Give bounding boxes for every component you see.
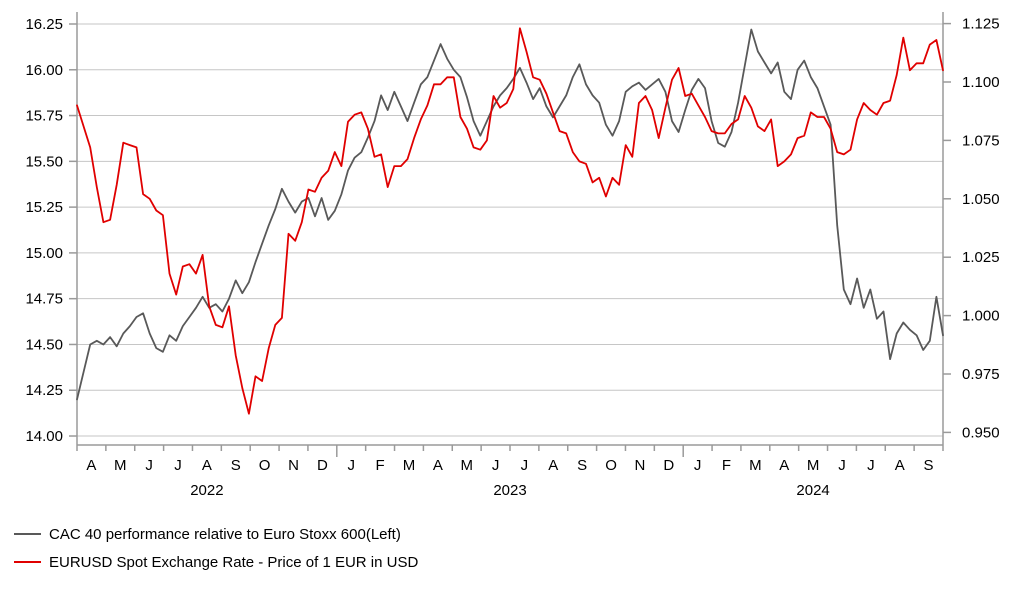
x-axis-month-label: S (577, 457, 587, 474)
x-axis-month-label: A (433, 457, 443, 474)
left-axis-tick-label: 16.00 (25, 62, 63, 79)
x-axis-year-label: 2023 (493, 482, 526, 499)
legend-gray-line-icon (14, 533, 41, 535)
series-line-cac40-ratio (76, 28, 944, 401)
x-axis-month-label: J (174, 457, 182, 474)
x-axis-month-label: A (779, 457, 789, 474)
right-axis-tick-label: 1.000 (962, 308, 1000, 325)
x-axis-month-label: M (460, 457, 473, 474)
x-axis-month-label: J (694, 457, 702, 474)
dual-axis-line-chart: 16.25 16.00 15.75 15.50 15.25 15.00 14.75 14.50… (25, 12, 1000, 499)
right-axis-tick-label: 1.025 (962, 249, 1000, 266)
x-axis-month-label: J (867, 457, 875, 474)
x-axis-month-label: S (924, 457, 934, 474)
x-axis-month-label: M (403, 457, 416, 474)
right-axis-tick-label: 1.050 (962, 191, 1000, 208)
left-axis-tick-label: 15.50 (25, 153, 63, 170)
left-axis-tick-label: 14.25 (25, 382, 63, 399)
x-axis-month-label: F (376, 457, 385, 474)
left-axis-tick-label: 14.75 (25, 291, 63, 308)
x-axis-month-label: J (838, 457, 846, 474)
x-axis-year-label: 2022 (190, 482, 223, 499)
x-axis-month-label: J (521, 457, 529, 474)
right-axis-tick-label: 1.075 (962, 132, 1000, 149)
legend-red-line-icon (14, 561, 41, 563)
x-axis-month-label: A (895, 457, 905, 474)
right-axis-tick-label: 0.950 (962, 424, 1000, 441)
legend-label-eurusd: EURUSD Spot Exchange Rate - Price of 1 E… (49, 553, 419, 571)
legend-item-eurusd: EURUSD Spot Exchange Rate - Price of 1 E… (14, 551, 418, 573)
right-axis-tick-label: 1.100 (962, 74, 1000, 91)
x-axis-month-label: D (317, 457, 328, 474)
x-axis-month-label: J (492, 457, 500, 474)
left-axis-tick-label: 14.00 (25, 428, 63, 445)
x-axis-month-label: J (347, 457, 355, 474)
right-axis-tick-label: 0.975 (962, 366, 1000, 383)
legend-item-cac40-ratio: CAC 40 performance relative to Euro Stox… (14, 523, 418, 545)
x-axis-year-label: 2024 (796, 482, 829, 499)
x-axis-month-label: S (231, 457, 241, 474)
x-axis-month-label: O (605, 457, 617, 474)
x-axis-month-label: M (114, 457, 127, 474)
x-axis-month-label: F (722, 457, 731, 474)
x-axis-month-label: D (663, 457, 674, 474)
series-line-eurusd (76, 27, 944, 415)
x-axis-month-label: A (202, 457, 212, 474)
right-axis-tick-label: 1.125 (962, 16, 1000, 33)
left-axis-tick-label: 15.75 (25, 108, 63, 125)
x-axis-month-label: N (634, 457, 645, 474)
legend: CAC 40 performance relative to Euro Stox… (14, 523, 418, 573)
left-axis-tick-label: 15.00 (25, 245, 63, 262)
x-axis-month-label: A (86, 457, 96, 474)
left-axis-tick-label: 15.25 (25, 199, 63, 216)
x-axis-month-label: M (749, 457, 762, 474)
x-axis-month-label: J (145, 457, 153, 474)
left-axis-tick-label: 14.50 (25, 336, 63, 353)
left-axis-tick-label: 16.25 (25, 16, 63, 33)
x-axis-month-label: M (807, 457, 820, 474)
x-axis-month-label: O (259, 457, 271, 474)
legend-label-cac40-ratio: CAC 40 performance relative to Euro Stox… (49, 525, 401, 543)
x-axis-month-label: A (548, 457, 558, 474)
x-axis-month-label: N (288, 457, 299, 474)
